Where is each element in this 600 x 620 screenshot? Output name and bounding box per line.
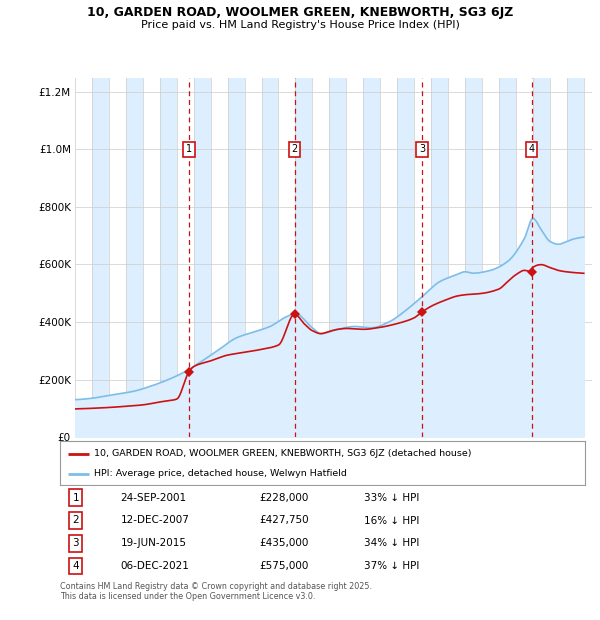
Bar (567, 78, 584, 437)
Text: 24-SEP-2001: 24-SEP-2001 (121, 492, 187, 503)
Text: 4: 4 (529, 144, 535, 154)
Text: 1: 1 (186, 144, 192, 154)
Bar (92, 78, 109, 437)
Text: 4: 4 (73, 561, 79, 572)
Text: Price paid vs. HM Land Registry's House Price Index (HPI): Price paid vs. HM Land Registry's House … (140, 20, 460, 30)
Bar (431, 78, 448, 437)
Text: 37% ↓ HPI: 37% ↓ HPI (365, 561, 420, 572)
Text: 12-DEC-2007: 12-DEC-2007 (121, 515, 189, 526)
Text: 10, GARDEN ROAD, WOOLMER GREEN, KNEBWORTH, SG3 6JZ: 10, GARDEN ROAD, WOOLMER GREEN, KNEBWORT… (87, 6, 513, 19)
Bar (363, 78, 380, 437)
Bar (227, 78, 245, 437)
Bar (160, 78, 177, 437)
Bar (295, 78, 313, 437)
Text: 06-DEC-2021: 06-DEC-2021 (121, 561, 189, 572)
Text: 3: 3 (73, 538, 79, 549)
Text: 33% ↓ HPI: 33% ↓ HPI (365, 492, 420, 503)
Bar (126, 78, 143, 437)
Text: 16% ↓ HPI: 16% ↓ HPI (365, 515, 420, 526)
Text: £228,000: £228,000 (260, 492, 309, 503)
Text: £427,750: £427,750 (260, 515, 309, 526)
Bar (329, 78, 346, 437)
Bar (397, 78, 414, 437)
Text: 2: 2 (73, 515, 79, 526)
Bar (533, 78, 550, 437)
Bar (194, 78, 211, 437)
Text: Contains HM Land Registry data © Crown copyright and database right 2025.
This d: Contains HM Land Registry data © Crown c… (60, 582, 372, 601)
Text: 34% ↓ HPI: 34% ↓ HPI (365, 538, 420, 549)
Bar (499, 78, 516, 437)
Text: 19-JUN-2015: 19-JUN-2015 (121, 538, 187, 549)
Text: 2: 2 (292, 144, 298, 154)
Text: £575,000: £575,000 (260, 561, 309, 572)
Text: 10, GARDEN ROAD, WOOLMER GREEN, KNEBWORTH, SG3 6JZ (detached house): 10, GARDEN ROAD, WOOLMER GREEN, KNEBWORT… (94, 449, 472, 458)
Text: £435,000: £435,000 (260, 538, 309, 549)
Text: 1: 1 (73, 492, 79, 503)
Bar (465, 78, 482, 437)
Bar (262, 78, 278, 437)
Text: 3: 3 (419, 144, 425, 154)
Text: HPI: Average price, detached house, Welwyn Hatfield: HPI: Average price, detached house, Welw… (94, 469, 347, 479)
